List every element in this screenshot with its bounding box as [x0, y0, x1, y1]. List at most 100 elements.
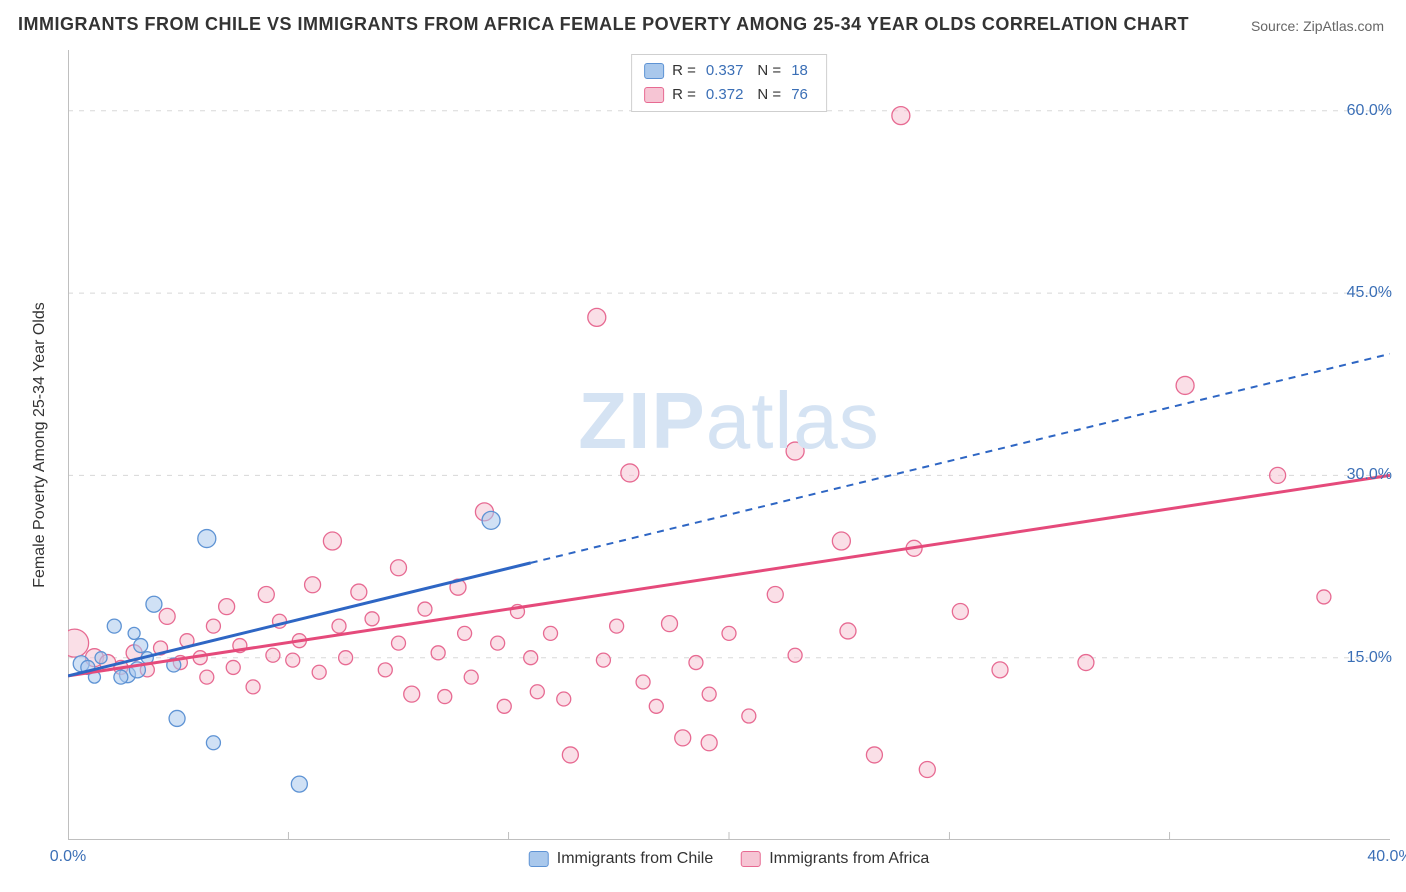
data-point: [391, 560, 407, 576]
data-point: [621, 464, 639, 482]
data-point: [649, 699, 663, 713]
source-label: Source: ZipAtlas.com: [1251, 18, 1384, 34]
data-point: [146, 596, 162, 612]
data-point: [530, 685, 544, 699]
data-point: [378, 663, 392, 677]
data-point: [662, 616, 678, 632]
data-point: [438, 690, 452, 704]
data-point: [482, 511, 500, 529]
legend-swatch: [741, 851, 761, 867]
legend-series-name: Immigrants from Africa: [769, 850, 929, 868]
legend-swatch: [529, 851, 549, 867]
data-point: [206, 619, 220, 633]
data-point: [702, 687, 716, 701]
data-point: [722, 626, 736, 640]
legend-r-value: 0.372: [706, 83, 744, 107]
plot-svg: [68, 50, 1390, 840]
data-point: [404, 686, 420, 702]
data-point: [464, 670, 478, 684]
trendline-africa: [68, 475, 1390, 676]
data-point: [701, 735, 717, 751]
chart-title: IMMIGRANTS FROM CHILE VS IMMIGRANTS FROM…: [18, 14, 1189, 35]
data-point: [1270, 467, 1286, 483]
data-point: [1317, 590, 1331, 604]
data-point: [497, 699, 511, 713]
data-point: [491, 636, 505, 650]
legend-stat-row: R = 0.372 N = 76: [644, 83, 814, 107]
data-point: [219, 599, 235, 615]
data-point: [866, 747, 882, 763]
legend-r-label: R =: [672, 83, 696, 107]
data-point: [767, 586, 783, 602]
data-point: [458, 626, 472, 640]
data-point: [892, 107, 910, 125]
data-point: [159, 608, 175, 624]
data-point: [689, 656, 703, 670]
legend-r-label: R =: [672, 59, 696, 83]
data-point: [351, 584, 367, 600]
data-point: [323, 532, 341, 550]
data-point: [562, 747, 578, 763]
data-point: [286, 653, 300, 667]
data-point: [524, 651, 538, 665]
data-point: [392, 636, 406, 650]
data-point: [610, 619, 624, 633]
legend-n-value: 18: [791, 59, 808, 83]
data-point: [266, 648, 280, 662]
plot-region: 15.0%30.0%45.0%60.0% 0.0%40.0% ZIPatlas …: [68, 50, 1390, 840]
legend-r-value: 0.337: [706, 59, 744, 83]
data-point: [431, 646, 445, 660]
data-point: [200, 670, 214, 684]
y-tick-label: 30.0%: [1347, 466, 1392, 484]
legend-item: Immigrants from Africa: [741, 850, 929, 868]
data-point: [169, 710, 185, 726]
data-point: [952, 604, 968, 620]
y-axis-label: Female Poverty Among 25-34 Year Olds: [31, 302, 49, 588]
data-point: [557, 692, 571, 706]
y-tick-label: 15.0%: [1347, 649, 1392, 667]
data-point: [291, 776, 307, 792]
legend-n-label: N =: [757, 83, 781, 107]
data-point: [305, 577, 321, 593]
chart-area: Female Poverty Among 25-34 Year Olds 15.…: [50, 50, 1390, 840]
legend-correlation-box: R = 0.337 N = 18R = 0.372 N = 76: [631, 54, 827, 112]
legend-stat-row: R =0.337N =18: [644, 59, 814, 83]
legend-bottom: Immigrants from Chile Immigrants from Afr…: [529, 850, 930, 868]
data-point: [206, 736, 220, 750]
data-point: [786, 442, 804, 460]
data-point: [312, 665, 326, 679]
data-point: [339, 651, 353, 665]
data-point: [832, 532, 850, 550]
data-point: [365, 612, 379, 626]
data-point: [258, 586, 274, 602]
x-tick-label: 40.0%: [1367, 848, 1406, 866]
y-tick-label: 60.0%: [1347, 102, 1392, 120]
trendline-chile-extension: [531, 354, 1390, 563]
data-point: [840, 623, 856, 639]
data-point: [418, 602, 432, 616]
data-point: [742, 709, 756, 723]
data-point: [246, 680, 260, 694]
legend-swatch: [644, 63, 664, 79]
data-point: [107, 619, 121, 633]
data-point: [544, 626, 558, 640]
data-point: [114, 670, 128, 684]
y-tick-label: 45.0%: [1347, 284, 1392, 302]
legend-series-name: Immigrants from Chile: [557, 850, 713, 868]
data-point: [68, 629, 89, 657]
legend-item: Immigrants from Chile: [529, 850, 713, 868]
data-point: [636, 675, 650, 689]
legend-n-value: 76: [791, 83, 808, 107]
data-point: [788, 648, 802, 662]
data-point: [992, 662, 1008, 678]
x-tick-label: 0.0%: [50, 848, 86, 866]
data-point: [588, 308, 606, 326]
data-point: [134, 639, 148, 653]
data-point: [919, 762, 935, 778]
data-point: [332, 619, 346, 633]
data-point: [226, 660, 240, 674]
data-point: [675, 730, 691, 746]
data-point: [1176, 376, 1194, 394]
data-point: [1078, 655, 1094, 671]
legend-swatch: [644, 87, 664, 103]
